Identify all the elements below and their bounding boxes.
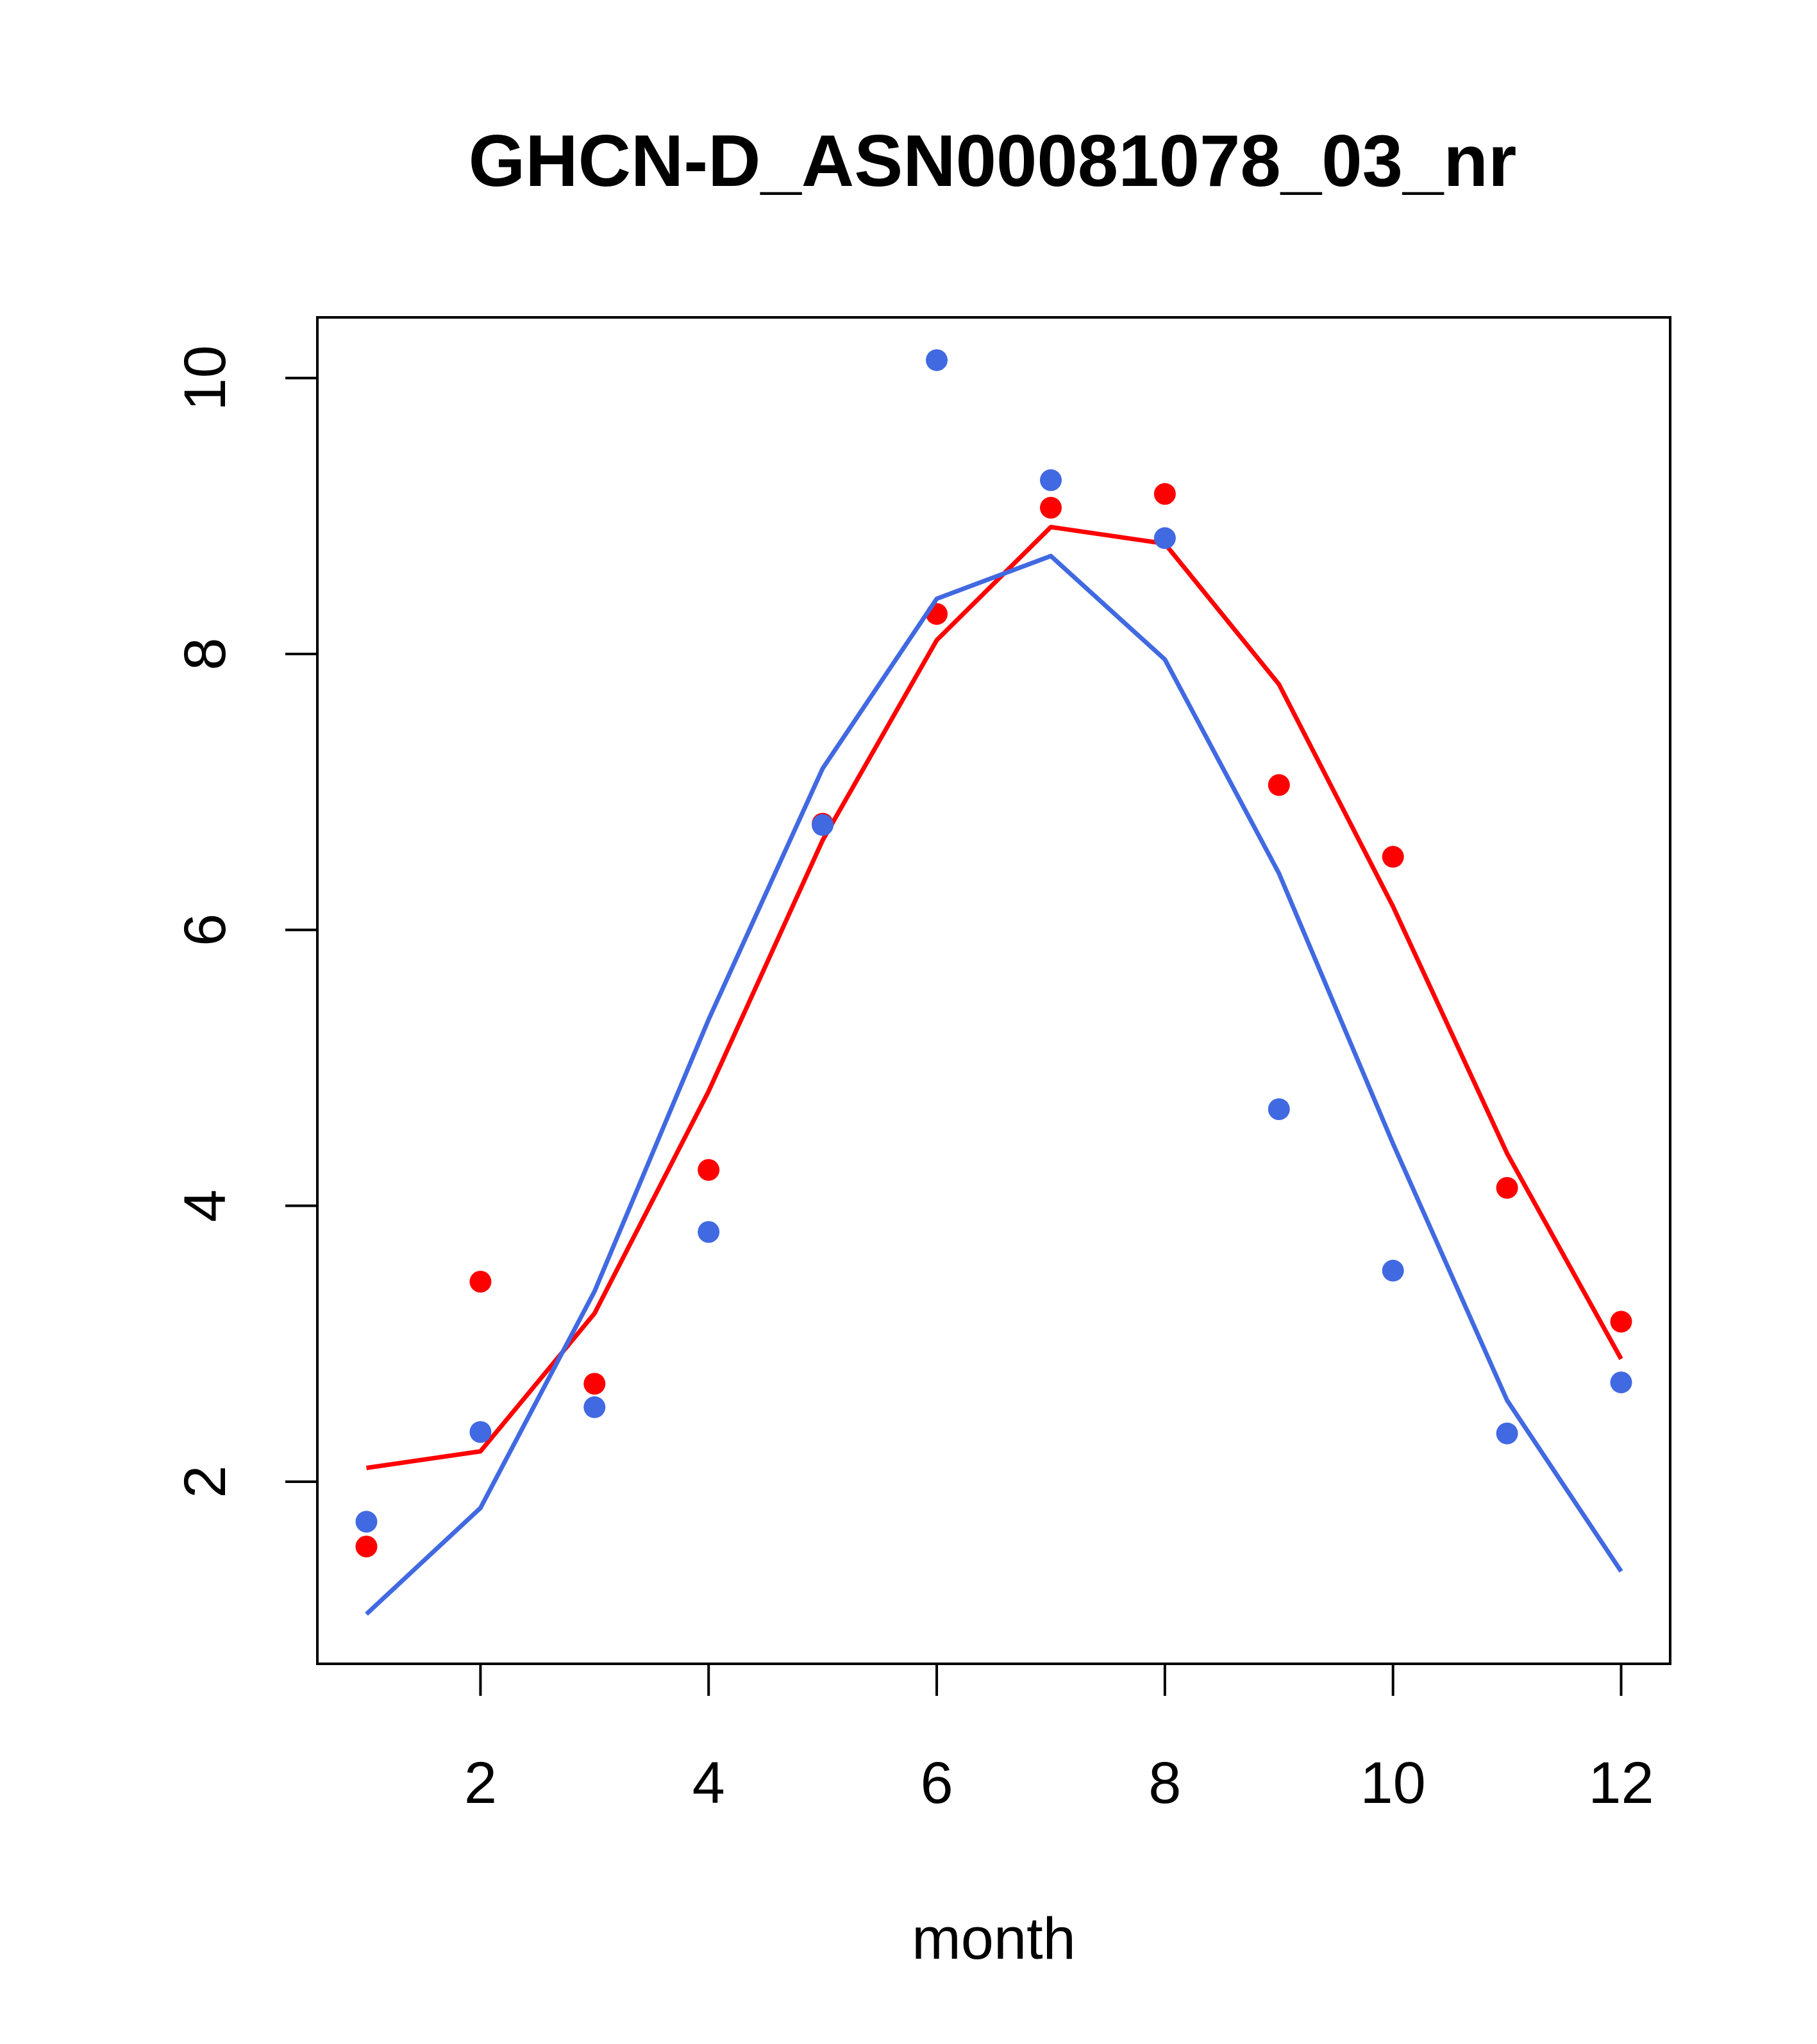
x-axis-label: month [912,1906,1076,1972]
x-tick-label: 8 [1148,1750,1181,1816]
series-1-point [583,1373,606,1395]
x-tick-label: 6 [920,1750,953,1816]
y-tick-label: 10 [172,346,238,411]
series-layer [355,349,1632,1616]
series-2-line [365,553,1623,1616]
y-tick-label: 6 [172,914,238,946]
chart-title: GHCN-D_ASN00081078_03_nr [469,121,1517,202]
series-2-point [1268,1098,1290,1120]
x-tick-label: 2 [464,1750,497,1816]
series-2-point [698,1221,720,1243]
series-1-point [469,1271,492,1293]
series-1-point [1496,1177,1518,1199]
series-1-point [1382,846,1404,868]
y-tick-label: 8 [172,637,238,670]
x-tick-label: 10 [1361,1750,1426,1816]
series-2-point [1153,527,1176,549]
y-tick-label: 2 [172,1465,238,1498]
y-axis: 2 4 6 8 10 [172,346,319,1498]
series-2-point [1382,1259,1404,1282]
series-2-point [1040,469,1062,491]
series-1-point [1153,483,1176,505]
series-1-line [365,524,1623,1470]
x-axis: 2 4 6 8 10 12 [464,1663,1654,1816]
series-2-point [583,1396,606,1418]
series-1-point [698,1159,720,1181]
series-1-point [355,1536,378,1558]
plot-area [316,316,1671,1665]
series-2-point [1610,1371,1632,1394]
series-2-point [469,1421,492,1443]
series-2-point [1496,1422,1518,1445]
y-tick-label: 4 [172,1189,238,1222]
x-tick-label: 12 [1588,1750,1654,1816]
series-2-point [812,814,834,836]
series-1-point [1268,774,1290,796]
series-2-point [355,1511,378,1533]
series-1-point [1040,496,1062,519]
series-1-point [1610,1311,1632,1333]
series-2-point [926,349,948,371]
x-tick-label: 4 [692,1750,725,1816]
